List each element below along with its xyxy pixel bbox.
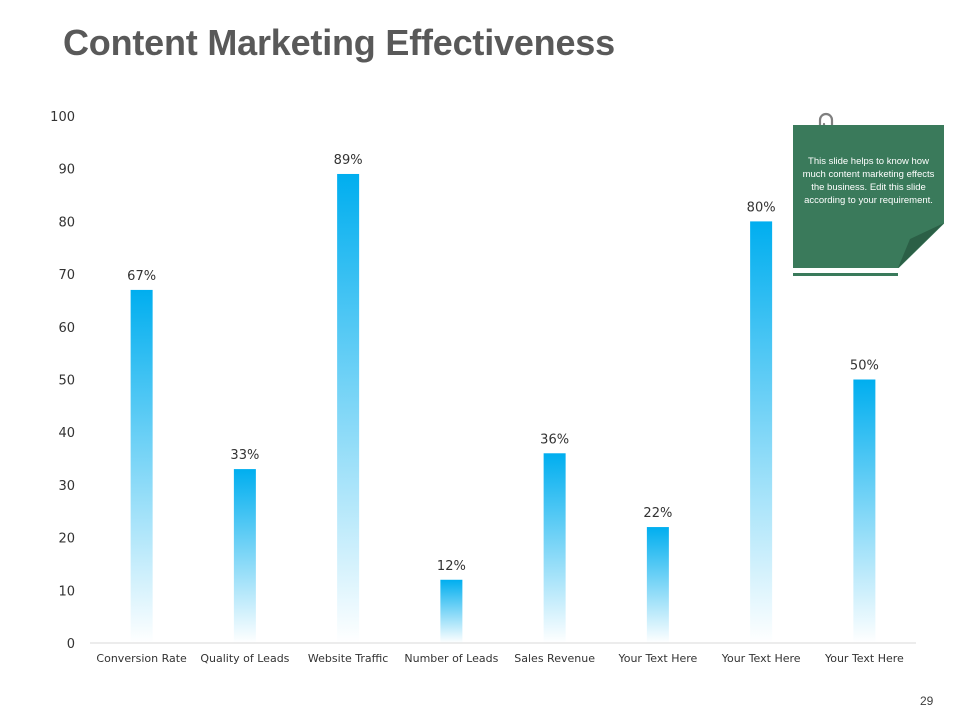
y-tick-label: 50 bbox=[58, 374, 75, 389]
note-underline bbox=[793, 273, 898, 276]
x-axis-categories: Conversion Rate Quality of Leads Website T… bbox=[96, 652, 904, 665]
x-category-label: Your Text Here bbox=[721, 652, 801, 665]
bar-data-label: 89% bbox=[334, 153, 363, 168]
bar-data-label: 50% bbox=[850, 359, 879, 374]
bar-data-label: 80% bbox=[747, 200, 776, 215]
bar bbox=[233, 469, 256, 643]
bar-chart: 0 10 20 30 40 50 60 70 80 90 100 67% 33% 89% 12% 36% 22… bbox=[50, 110, 916, 665]
y-tick-label: 10 bbox=[58, 584, 75, 599]
bars: 67% 33% 89% 12% 36% 22% 80% 50% bbox=[127, 153, 879, 643]
y-tick-label: 80 bbox=[58, 215, 75, 230]
bar-data-label: 12% bbox=[437, 559, 466, 574]
bar-data-label: 67% bbox=[127, 269, 156, 284]
y-tick-label: 30 bbox=[58, 479, 75, 494]
x-category-label: Number of Leads bbox=[404, 652, 498, 665]
x-category-label: Your Text Here bbox=[617, 652, 697, 665]
x-category-label: Sales Revenue bbox=[514, 652, 595, 665]
note-folded-corner bbox=[898, 223, 944, 268]
x-category-label: Quality of Leads bbox=[200, 652, 289, 665]
bar bbox=[543, 453, 566, 643]
y-tick-label: 40 bbox=[58, 426, 75, 441]
bar bbox=[130, 289, 153, 643]
y-axis-ticks: 0 10 20 30 40 50 60 70 80 90 100 bbox=[50, 110, 75, 652]
x-category-label: Website Traffic bbox=[308, 652, 388, 665]
y-tick-label: 90 bbox=[58, 163, 75, 178]
bar bbox=[337, 173, 360, 643]
bar bbox=[646, 527, 669, 643]
bar bbox=[750, 221, 773, 643]
bar bbox=[853, 379, 876, 643]
slide-title: Content Marketing Effectiveness bbox=[63, 22, 615, 63]
bar-data-label: 22% bbox=[643, 506, 672, 521]
y-tick-label: 60 bbox=[58, 321, 75, 336]
y-tick-label: 0 bbox=[67, 637, 75, 652]
x-category-label: Conversion Rate bbox=[96, 652, 187, 665]
page-number: 29 bbox=[920, 694, 934, 708]
bar-data-label: 33% bbox=[230, 448, 259, 463]
y-tick-label: 20 bbox=[58, 532, 75, 547]
bar-data-label: 36% bbox=[540, 432, 569, 447]
x-category-label: Your Text Here bbox=[824, 652, 904, 665]
bar bbox=[440, 579, 463, 643]
note-text: This slide helps to know how much conten… bbox=[802, 156, 935, 206]
y-tick-label: 100 bbox=[50, 110, 75, 125]
y-tick-label: 70 bbox=[58, 268, 75, 283]
